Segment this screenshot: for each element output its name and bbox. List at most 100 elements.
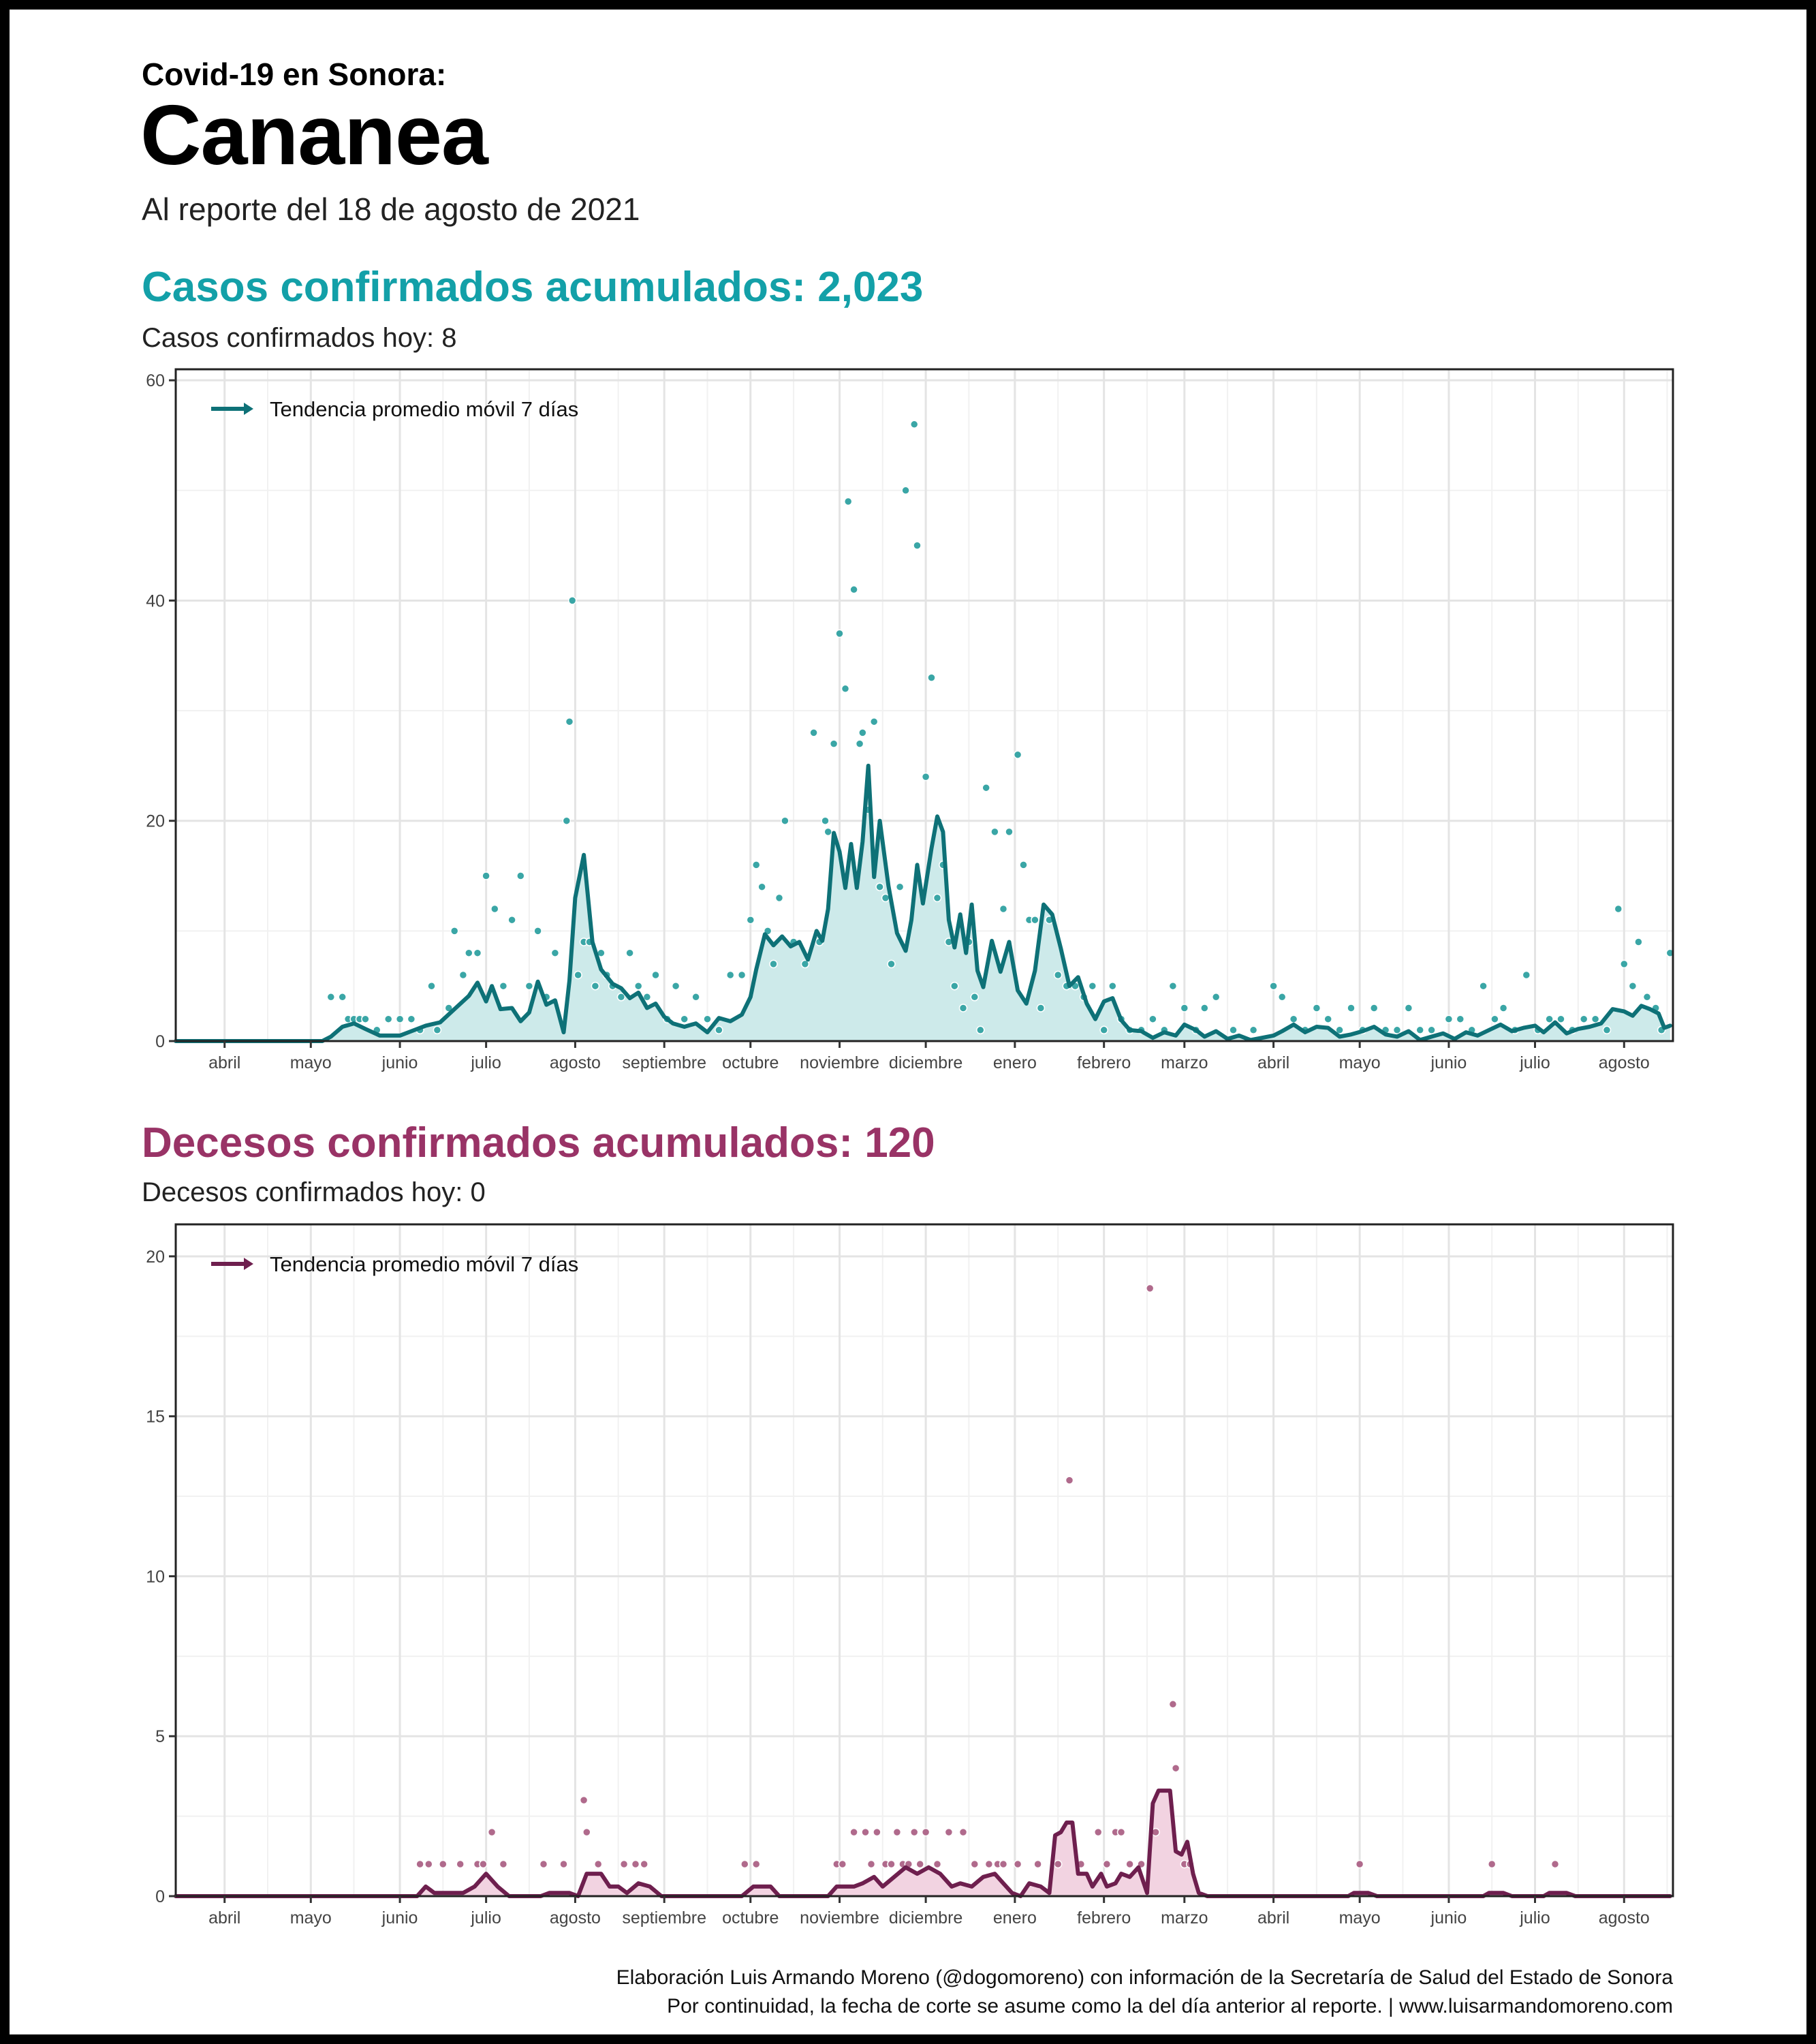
x-tick-label: noviembre	[800, 1908, 879, 1927]
daily-point	[1211, 993, 1221, 1002]
daily-point	[901, 486, 910, 495]
daily-point	[982, 783, 990, 792]
y-tick-label: 15	[146, 1408, 165, 1427]
daily-point	[1324, 1015, 1332, 1023]
daily-point	[633, 981, 643, 991]
daily-point	[631, 1859, 640, 1869]
y-tick-label: 60	[146, 371, 165, 390]
daily-point	[1642, 993, 1652, 1002]
y-tick-label: 40	[146, 591, 165, 610]
x-tick-label: julio	[470, 1053, 501, 1072]
daily-point	[858, 728, 867, 737]
daily-point	[651, 970, 660, 980]
x-tick-label: noviembre	[800, 1053, 879, 1072]
legend-arrow-icon	[244, 403, 253, 415]
daily-point	[895, 882, 905, 891]
y-tick-label: 0	[155, 1887, 165, 1906]
x-tick-label: diciembre	[889, 1053, 962, 1072]
legend-label: Tendencia promedio móvil 7 días	[270, 1252, 578, 1276]
daily-point	[887, 1859, 896, 1869]
daily-point	[582, 1827, 591, 1837]
daily-point	[915, 1859, 924, 1869]
page-title: Cananea	[140, 89, 488, 183]
daily-point	[984, 1859, 994, 1869]
daily-point	[913, 541, 922, 550]
x-tick-label: diciembre	[889, 1908, 962, 1927]
daily-point	[433, 1025, 442, 1035]
daily-point	[769, 959, 778, 969]
daily-point	[800, 959, 810, 969]
legend-arrow-icon	[244, 1258, 253, 1270]
x-tick-label: enero	[993, 1053, 1037, 1072]
daily-point	[567, 596, 577, 605]
x-tick-label: junio	[381, 1053, 418, 1072]
daily-point	[533, 927, 542, 935]
daily-point	[1013, 1859, 1022, 1869]
daily-point	[958, 1004, 968, 1012]
methodology-caption: Por continuidad, la fecha de corte se as…	[667, 1995, 1673, 2017]
daily-point	[873, 1827, 881, 1837]
x-tick-label: septiembre	[622, 1053, 706, 1072]
legend-label: Tendencia promedio móvil 7 días	[270, 397, 578, 421]
daily-point	[835, 629, 844, 638]
deaths-chart: 0 5 10 15 20 abril mayo junio julio agosto septiem…	[146, 1223, 1674, 1927]
daily-point	[824, 827, 832, 837]
daily-point	[1312, 1004, 1321, 1012]
daily-point	[450, 927, 459, 935]
daily-point	[625, 948, 634, 957]
daily-point	[1550, 1859, 1560, 1869]
daily-point	[1479, 981, 1488, 991]
daily-point	[499, 1859, 508, 1869]
cases-today-label: Casos confirmados hoy: 8	[142, 323, 457, 353]
daily-point	[909, 1827, 919, 1837]
daily-point	[999, 1859, 1008, 1869]
daily-point	[1053, 1859, 1063, 1869]
daily-point	[990, 827, 999, 837]
daily-point	[361, 1015, 370, 1023]
y-tick-label: 0	[155, 1032, 165, 1051]
daily-point	[809, 728, 818, 737]
report-date: Al reporte del 18 de agosto de 2021	[142, 191, 640, 227]
daily-point	[1444, 1015, 1454, 1023]
daily-point	[516, 871, 525, 880]
daily-point	[1088, 981, 1097, 991]
daily-point	[861, 1827, 870, 1837]
daily-point	[1099, 1025, 1108, 1035]
daily-point	[1036, 1004, 1046, 1012]
daily-point	[424, 1859, 433, 1869]
cases-section-title: Casos confirmados acumulados: 2,023	[142, 264, 924, 311]
daily-point	[774, 893, 784, 903]
x-tick-label: julio	[1519, 1908, 1550, 1927]
trend-area	[176, 1791, 1670, 1896]
daily-point	[574, 970, 582, 980]
daily-point	[395, 1015, 405, 1023]
daily-point	[1065, 1476, 1074, 1485]
page-kicker: Covid-19 en Sonora:	[142, 57, 447, 92]
daily-point	[821, 816, 830, 825]
daily-point	[909, 420, 919, 429]
daily-point	[970, 1859, 980, 1869]
x-tick-label: abril	[208, 1053, 240, 1072]
daily-point	[507, 915, 516, 925]
daily-point	[680, 1015, 689, 1023]
daily-point	[1602, 1025, 1612, 1035]
x-tick-label: mayo	[1339, 1053, 1381, 1072]
daily-point	[1634, 938, 1643, 946]
daily-point	[1168, 1700, 1178, 1709]
daily-point	[875, 882, 884, 891]
daily-point	[703, 1015, 712, 1023]
daily-point	[591, 981, 600, 991]
x-tick-label: junio	[381, 1908, 418, 1927]
deaths-today-label: Decesos confirmados hoy: 0	[142, 1177, 486, 1207]
daily-point	[1456, 1015, 1465, 1023]
plot-border	[174, 1223, 1674, 1898]
daily-point	[869, 717, 879, 726]
x-tick-label: julio	[470, 1908, 501, 1927]
daily-point	[473, 948, 482, 957]
daily-point	[550, 948, 560, 957]
daily-point	[1108, 981, 1117, 991]
daily-point	[921, 772, 930, 781]
x-tick-label: mayo	[1339, 1908, 1381, 1927]
x-tick-label: agosto	[1599, 1053, 1650, 1072]
